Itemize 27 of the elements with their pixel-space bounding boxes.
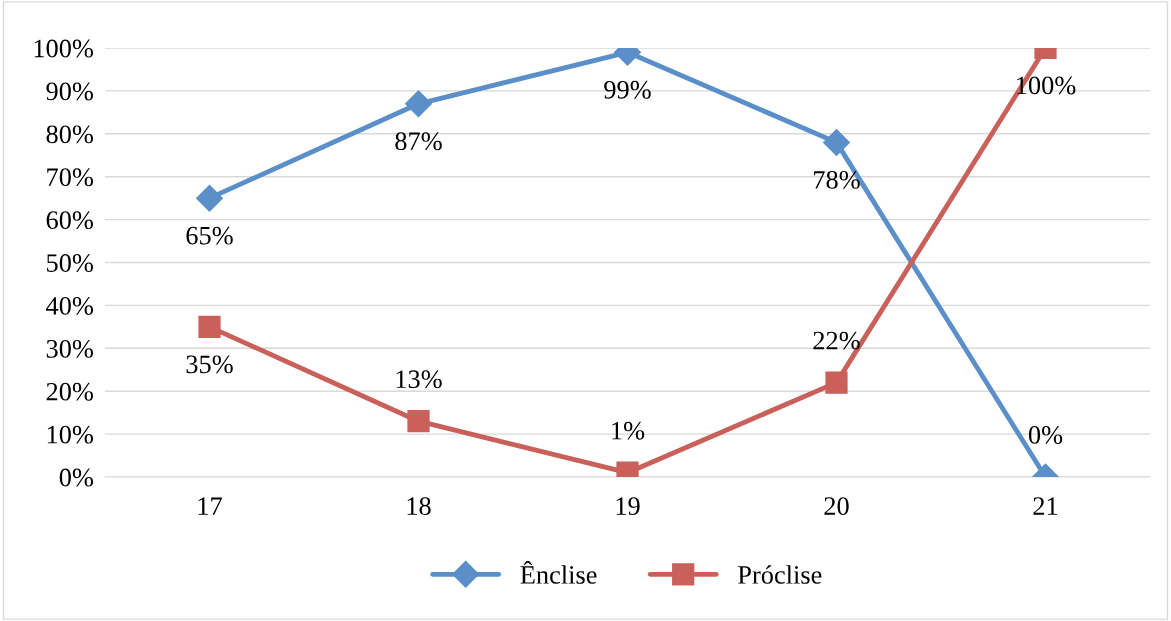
x-tick-label: 19 xyxy=(616,497,640,516)
y-tick-label: 50% xyxy=(47,254,93,272)
data-label: 1% xyxy=(612,421,645,440)
x-tick-label: 17 xyxy=(198,497,222,515)
legend-label: Ênclise xyxy=(520,560,597,584)
x-tick-label: 21 xyxy=(1033,497,1058,515)
y-tick-label: 0% xyxy=(59,468,93,487)
y-tick-label: 70% xyxy=(47,168,93,187)
y-tick-label: 40% xyxy=(46,297,93,315)
y-tick-label: 20% xyxy=(46,382,93,401)
x-tick-label: 20 xyxy=(824,497,849,516)
data-label: 65% xyxy=(186,226,233,245)
data-label: 22% xyxy=(813,331,860,350)
data-label: 99% xyxy=(604,80,651,99)
y-tick-label: 90% xyxy=(46,82,93,101)
data-label: 13% xyxy=(396,370,442,389)
y-tick-label: 60% xyxy=(46,211,93,230)
legend-label: Próclise xyxy=(738,565,822,584)
y-tick-label: 80% xyxy=(46,125,93,144)
y-tick-label: 100% xyxy=(34,39,93,58)
data-label: 78% xyxy=(814,170,860,189)
y-tick-label: 10% xyxy=(47,425,93,444)
data-label: 35% xyxy=(186,355,233,374)
data-label: 0% xyxy=(1028,426,1063,444)
data-label: 87% xyxy=(395,132,442,151)
x-tick-label: 18 xyxy=(407,497,431,516)
y-tick-label: 30% xyxy=(46,339,93,358)
